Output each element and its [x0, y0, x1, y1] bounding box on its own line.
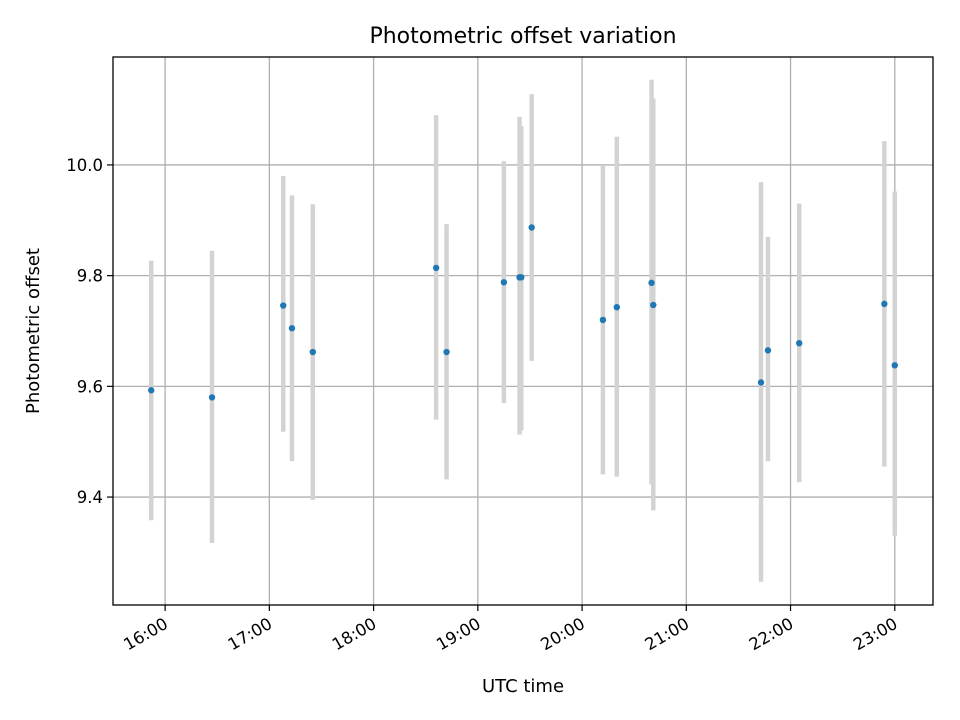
x-tick-label: 22:00 — [746, 614, 797, 654]
data-point — [891, 362, 898, 369]
data-point — [757, 379, 765, 386]
x-tick-label: 20:00 — [537, 614, 588, 654]
plot-frame — [112, 56, 934, 606]
y-axis-label: Photometric offset — [23, 248, 44, 414]
x-tick-label: 21:00 — [642, 614, 693, 654]
data-point — [443, 348, 450, 356]
data-point — [528, 224, 535, 231]
data-point — [650, 301, 657, 309]
x-tick-label: 19:00 — [433, 614, 484, 654]
data-point — [613, 303, 621, 311]
data-point — [208, 394, 216, 401]
chart-title: Photometric offset variation — [369, 24, 676, 49]
data-point — [796, 339, 803, 347]
data-point — [881, 300, 888, 308]
data-point — [309, 348, 316, 356]
y-tick-label: 9.6 — [77, 377, 103, 396]
data-point — [599, 316, 607, 324]
data-point — [148, 387, 155, 394]
x-tick-label: 18:00 — [329, 614, 380, 654]
error-bars-layer — [148, 79, 898, 582]
data-point — [280, 302, 287, 309]
data-point — [432, 264, 440, 272]
points-layer — [148, 224, 898, 401]
data-point — [648, 279, 655, 287]
x-tick-label: 17:00 — [225, 614, 276, 654]
x-tick-label: 23:00 — [850, 614, 901, 654]
x-axis-ticks: 16:00 17:00 18:00 19:00 20:00 21:00 22:00 23:00 — [120, 605, 901, 654]
x-tick-label: 16:00 — [120, 614, 171, 654]
y-tick-label: 9.8 — [77, 267, 103, 286]
data-point — [764, 347, 772, 354]
y-axis-ticks: 9.4 9.6 9.8 10.0 — [66, 156, 113, 507]
x-axis-label: UTC time — [482, 676, 564, 697]
y-tick-label: 9.4 — [77, 488, 103, 507]
data-point — [518, 274, 525, 281]
data-point — [288, 325, 296, 332]
grid-layer — [113, 57, 933, 605]
data-point — [500, 279, 508, 286]
y-tick-label: 10.0 — [66, 156, 103, 175]
